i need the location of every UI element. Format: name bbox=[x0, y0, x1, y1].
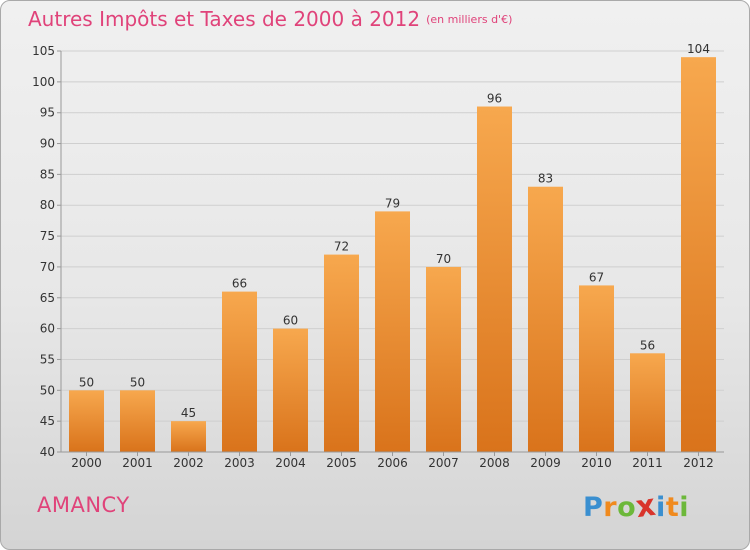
y-tick-label: 40 bbox=[40, 445, 55, 459]
chart-title-main: Autres Impôts et Taxes de 2000 à 2012 bbox=[28, 7, 421, 31]
data-label-2006: 79 bbox=[385, 196, 400, 210]
bar-2009 bbox=[528, 186, 563, 452]
bar-2005 bbox=[324, 254, 359, 452]
y-tick-label: 95 bbox=[40, 106, 55, 120]
data-label-2001: 50 bbox=[130, 375, 145, 389]
data-label-2010: 67 bbox=[589, 270, 604, 284]
y-tick-label: 55 bbox=[40, 352, 55, 366]
bar-2006 bbox=[375, 211, 410, 452]
x-tick-label-2008: 2008 bbox=[479, 456, 510, 470]
x-tick-label-2012: 2012 bbox=[683, 456, 714, 470]
y-tick-label: 100 bbox=[32, 75, 55, 89]
data-label-2003: 66 bbox=[232, 277, 247, 291]
chart-title: Autres Impôts et Taxes de 2000 à 2012 (en… bbox=[28, 7, 512, 31]
logo-letter: P bbox=[583, 492, 604, 523]
data-label-2000: 50 bbox=[79, 375, 94, 389]
x-tick-label-2011: 2011 bbox=[632, 456, 663, 470]
bar-2001 bbox=[120, 390, 155, 452]
data-label-2012: 104 bbox=[687, 42, 710, 56]
bar-2011 bbox=[630, 353, 665, 452]
y-tick-label: 65 bbox=[40, 291, 55, 305]
y-tick-label: 45 bbox=[40, 414, 55, 428]
commune-name: AMANCY bbox=[37, 493, 130, 517]
y-tick-label: 50 bbox=[40, 383, 55, 397]
data-label-2009: 83 bbox=[538, 172, 553, 186]
x-tick-label-2010: 2010 bbox=[581, 456, 612, 470]
x-tick-label-2000: 2000 bbox=[71, 456, 102, 470]
proxiti-logo: Proxiti bbox=[583, 487, 689, 526]
y-tick-label: 75 bbox=[40, 229, 55, 243]
logo-letter: x bbox=[633, 487, 659, 526]
data-label-2007: 70 bbox=[436, 252, 451, 266]
data-label-2008: 96 bbox=[487, 92, 502, 106]
y-tick-label: 80 bbox=[40, 198, 55, 212]
bar-2007 bbox=[426, 266, 461, 452]
x-tick-label-2006: 2006 bbox=[377, 456, 408, 470]
x-tick-label-2001: 2001 bbox=[122, 456, 153, 470]
data-labels: 50 50 45 66 60 72 79 70 96 83 67 56 104 bbox=[79, 42, 710, 420]
chart-title-unit: (en milliers d'€) bbox=[426, 13, 513, 26]
x-tick-label-2005: 2005 bbox=[326, 456, 357, 470]
bar-2003 bbox=[222, 291, 257, 452]
bar-2002 bbox=[171, 421, 206, 452]
y-axis: 40 45 50 55 60 65 70 75 80 85 90 95 100 105 bbox=[32, 44, 62, 459]
bar-2000 bbox=[69, 390, 104, 452]
y-tick-label: 105 bbox=[32, 44, 55, 58]
bar-2008 bbox=[477, 106, 512, 453]
y-tick-label: 90 bbox=[40, 137, 55, 151]
y-tick-label: 60 bbox=[40, 322, 55, 336]
y-tick-label: 70 bbox=[40, 260, 55, 274]
x-tick-label-2002: 2002 bbox=[173, 456, 204, 470]
bar-2010 bbox=[579, 285, 614, 452]
x-tick-label-2003: 2003 bbox=[224, 456, 255, 470]
logo-letter: t bbox=[665, 492, 680, 523]
bar-2012 bbox=[681, 57, 716, 453]
logo-letter: i bbox=[656, 492, 666, 523]
logo-letter: o bbox=[617, 492, 637, 523]
bars bbox=[69, 57, 716, 453]
bar-2004 bbox=[273, 328, 308, 452]
data-label-2002: 45 bbox=[181, 406, 196, 420]
logo-letter: r bbox=[603, 492, 618, 523]
data-label-2011: 56 bbox=[640, 338, 655, 352]
x-tick-label-2007: 2007 bbox=[428, 456, 459, 470]
logo-letter: i bbox=[679, 492, 689, 523]
y-tick-label: 85 bbox=[40, 167, 55, 181]
x-tick-label-2004: 2004 bbox=[275, 456, 306, 470]
x-tick-label-2009: 2009 bbox=[530, 456, 561, 470]
data-label-2005: 72 bbox=[334, 240, 349, 254]
data-label-2004: 60 bbox=[283, 314, 298, 328]
x-axis: 2000 2001 2002 2003 2004 2005 2006 2007 2008 2009… bbox=[61, 451, 724, 470]
